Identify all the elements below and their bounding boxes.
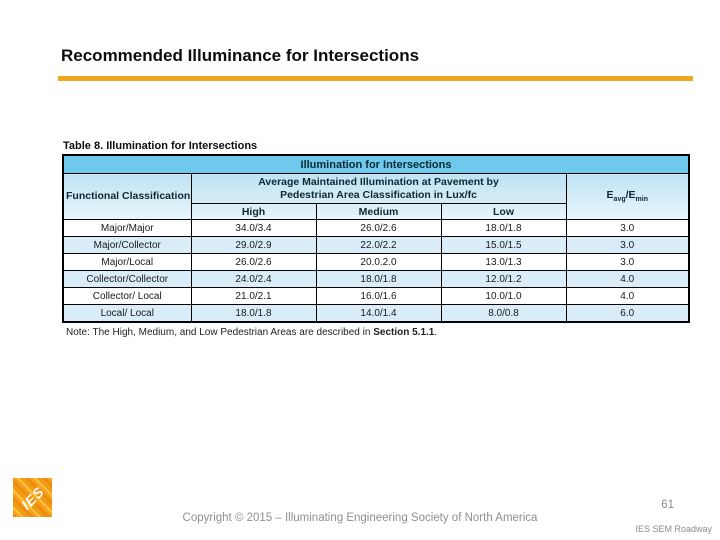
cell-ratio: 6.0 — [565, 304, 690, 323]
cell-low: 18.0/1.8 — [440, 219, 567, 237]
table-note: Note: The High, Medium, and Low Pedestri… — [66, 327, 688, 338]
eavg-symbol: E — [606, 189, 614, 202]
group-header-line2: Pedestrian Area Classification in Lux/fc — [280, 188, 477, 201]
header-high: High — [190, 203, 317, 220]
cell-high: 24.0/2.4 — [190, 270, 317, 288]
note-section-ref: Section 5.1.1 — [373, 327, 435, 338]
title-underline-rule — [58, 76, 693, 81]
page-number: 61 — [661, 499, 674, 511]
table-caption: Table 8. Illumination for Intersections — [63, 140, 258, 152]
note-text: Note: The High, Medium, and Low Pedestri… — [66, 327, 374, 338]
cell-low: 13.0/1.3 — [440, 253, 567, 271]
cell-medium: 16.0/1.6 — [315, 287, 442, 305]
cell-high: 34.0/3.4 — [190, 219, 317, 237]
cell-medium: 26.0/2.6 — [315, 219, 442, 237]
table-group-header-row: Functional Classification Average Mainta… — [62, 173, 690, 220]
header-eavg-emin: Eavg/Emin — [565, 173, 690, 220]
cell-high: 18.0/1.8 — [190, 304, 317, 323]
cell-ratio: 4.0 — [565, 270, 690, 288]
cell-high: 29.0/2.9 — [190, 236, 317, 254]
cell-medium: 22.0/2.2 — [315, 236, 442, 254]
copyright-text: Copyright © 2015 – Illuminating Engineer… — [182, 512, 538, 524]
eavg-subscript: avg — [613, 196, 626, 204]
note-period: . — [434, 327, 438, 338]
deck-name: IES SEM Roadway — [635, 524, 712, 534]
table-main-header-cell: Illumination for Intersections — [62, 154, 690, 174]
cell-high: 21.0/2.1 — [190, 287, 317, 305]
cell-ratio: 3.0 — [565, 253, 690, 271]
ies-logo: IES — [13, 478, 52, 517]
table-title-row: Illumination for Intersections — [62, 154, 690, 174]
illumination-table-block: Table 8. Illumination for Intersections … — [62, 140, 691, 338]
cell-low: 8.0/0.8 — [440, 304, 567, 323]
cell-classification: Collector/Collector — [62, 270, 192, 288]
cell-ratio: 3.0 — [565, 236, 690, 254]
illumination-table: Illumination for Intersections Functiona… — [62, 154, 691, 323]
header-functional-classification: Functional Classification — [62, 173, 192, 220]
table-subheader-row: High Medium Low — [63, 203, 689, 220]
cell-high: 26.0/2.6 — [190, 253, 317, 271]
table-row: Collector/Collector 24.0/2.4 18.0/1.8 12… — [62, 270, 690, 288]
cell-low: 15.0/1.5 — [440, 236, 567, 254]
cell-ratio: 4.0 — [565, 287, 690, 305]
cell-classification: Local/ Local — [62, 304, 192, 323]
table-row: Major/Collector 29.0/2.9 22.0/2.2 15.0/1… — [62, 236, 690, 254]
group-header-line1: Average Maintained Illumination at Pavem… — [258, 175, 499, 188]
table-row: Major/Major 34.0/3.4 26.0/2.6 18.0/1.8 3… — [62, 219, 690, 237]
cell-classification: Major/Major — [62, 219, 192, 237]
emin-symbol: /E — [625, 189, 636, 202]
table-row: Collector/ Local 21.0/2.1 16.0/1.6 10.0/… — [62, 287, 690, 305]
cell-low: 10.0/1.0 — [440, 287, 567, 305]
cell-medium: 20.0.2.0 — [315, 253, 442, 271]
cell-medium: 14.0/1.4 — [315, 304, 442, 323]
emin-subscript: min — [635, 196, 648, 204]
header-avg-illumination-group: Average Maintained Illumination at Pavem… — [190, 173, 567, 204]
header-low: Low — [440, 203, 567, 220]
header-medium: Medium — [315, 203, 442, 220]
cell-medium: 18.0/1.8 — [315, 270, 442, 288]
ies-logo-text: IES — [17, 482, 48, 513]
table-row: Major/Local 26.0/2.6 20.0.2.0 13.0/1.3 3… — [62, 253, 690, 271]
cell-classification: Major/Local — [62, 253, 192, 271]
page-title: Recommended Illuminance for Intersection… — [61, 46, 420, 65]
table-row: Local/ Local 18.0/1.8 14.0/1.4 8.0/0.8 6… — [62, 304, 690, 323]
cell-classification: Major/Collector — [62, 236, 192, 254]
cell-classification: Collector/ Local — [62, 287, 192, 305]
cell-ratio: 3.0 — [565, 219, 690, 237]
cell-low: 12.0/1.2 — [440, 270, 567, 288]
